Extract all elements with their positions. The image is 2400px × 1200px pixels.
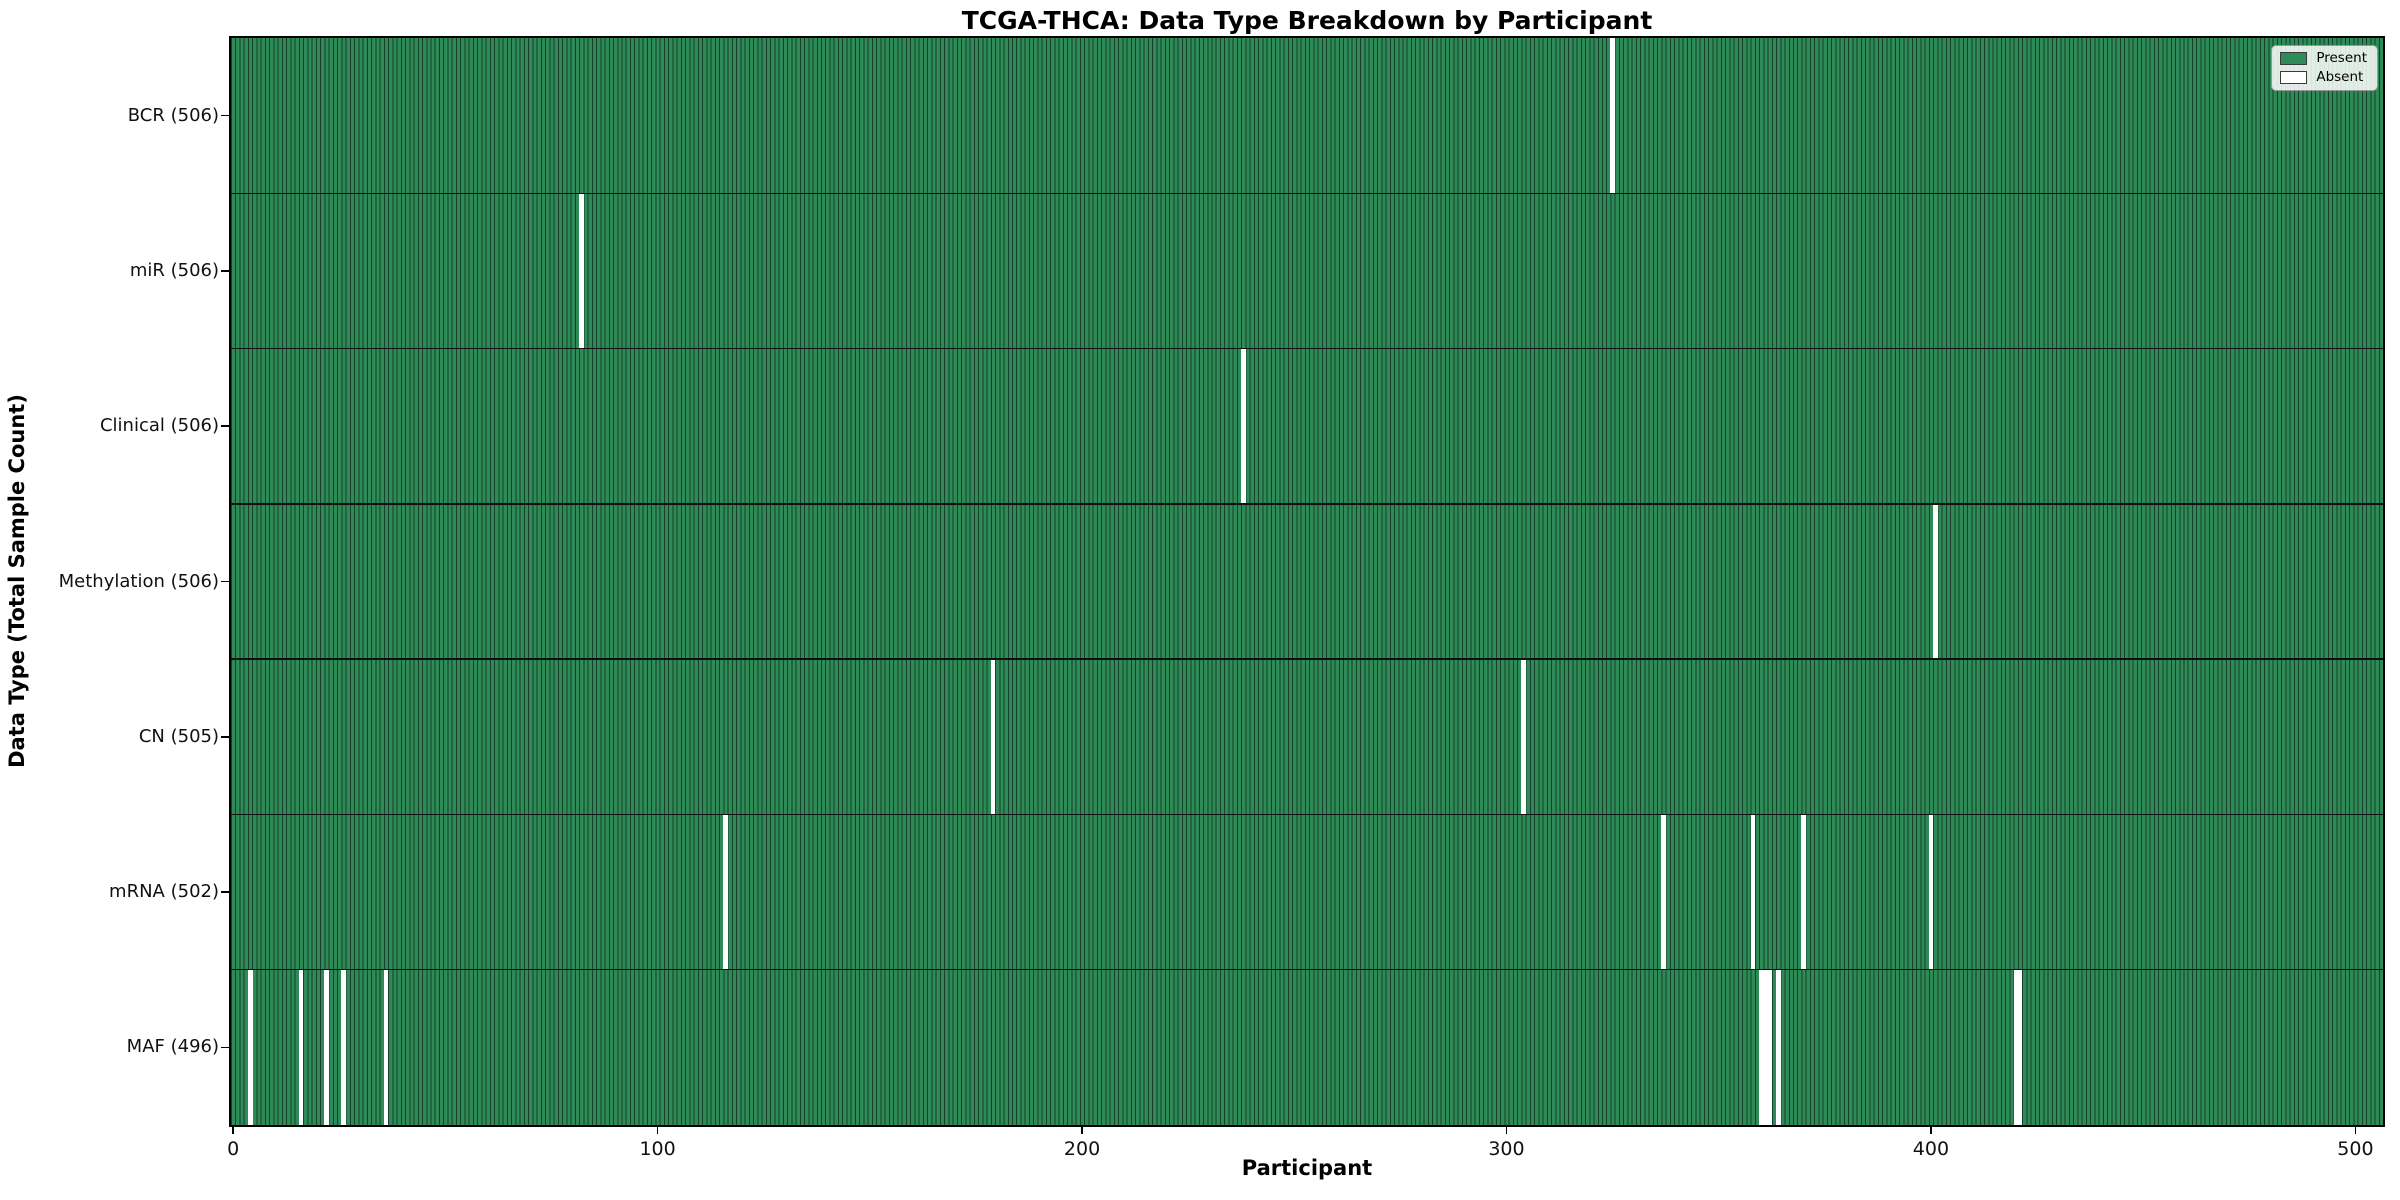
plot-area: Present Absent xyxy=(231,38,2383,1125)
x-tick-mark-400 xyxy=(1930,1127,1932,1134)
absent-gap-mir-82 xyxy=(579,193,584,349)
absent-gap-maf-36 xyxy=(383,969,389,1125)
absent-gap-maf-420 xyxy=(2013,969,2019,1125)
y-tick-label-bcr: BCR (506) xyxy=(127,104,219,126)
absent-gap-mrna-400 xyxy=(1928,814,1934,970)
y-tick-mark xyxy=(221,114,229,117)
y-tick-mark xyxy=(221,891,229,893)
absent-gap-clinical-238 xyxy=(1241,348,1246,504)
x-tick-label-200: 200 xyxy=(1063,1138,1101,1160)
row-methylation-bars xyxy=(231,503,2383,660)
y-tick-mark xyxy=(221,580,229,583)
absent-gap-methylation-401 xyxy=(1933,503,1938,660)
row-maf-bars xyxy=(231,969,2383,1125)
y-tick-label-methylation: Methylation (506) xyxy=(58,570,219,592)
absent-gap-maf-362 xyxy=(1767,969,1773,1125)
legend-swatch-present xyxy=(2280,52,2308,66)
absent-gap-maf-360 xyxy=(1759,969,1764,1125)
absent-gap-maf-364 xyxy=(1776,969,1781,1125)
chart-title: TCGA-THCA: Data Type Breakdown by Partic… xyxy=(961,6,1653,35)
x-tick-label-100: 100 xyxy=(639,1138,676,1160)
y-tick-mark xyxy=(221,1046,229,1049)
row-separator xyxy=(231,658,2383,660)
legend-label-present: Present xyxy=(2316,50,2367,66)
row-separator xyxy=(231,347,2383,350)
legend-entry-absent: Absent xyxy=(2280,68,2367,85)
row-separator xyxy=(231,968,2383,971)
absent-gap-cn-179 xyxy=(990,659,996,815)
x-tick-mark-200 xyxy=(1081,1127,1083,1134)
absent-gap-maf-4 xyxy=(247,969,253,1125)
absent-gap-maf-16 xyxy=(298,969,304,1125)
absent-gap-maf-26 xyxy=(341,969,346,1125)
legend-label-absent: Absent xyxy=(2316,68,2364,85)
legend-entry-present: Present xyxy=(2280,50,2367,66)
row-cn-bars xyxy=(231,659,2383,815)
row-separator xyxy=(231,503,2383,505)
absent-gap-maf-22 xyxy=(324,969,329,1125)
row-separator xyxy=(231,813,2383,816)
y-tick-mark xyxy=(221,736,229,738)
y-tick-label-mir: miR (506) xyxy=(129,259,219,281)
x-tick-label-500: 500 xyxy=(2337,1138,2374,1160)
y-tick-mark xyxy=(221,425,229,427)
row-clinical-bars xyxy=(231,348,2383,504)
y-tick-label-mrna: mRNA (502) xyxy=(109,881,219,903)
absent-gap-mrna-337 xyxy=(1661,814,1666,970)
x-tick-label-0: 0 xyxy=(227,1138,240,1160)
absent-gap-maf-361 xyxy=(1763,969,1768,1125)
legend-swatch-absent xyxy=(2280,70,2308,84)
x-axis-label: Participant xyxy=(1241,1156,1373,1180)
row-separator xyxy=(231,192,2383,195)
absent-gap-mrna-358 xyxy=(1750,814,1756,970)
y-tick-label-maf: MAF (496) xyxy=(126,1036,219,1058)
absent-gap-maf-421 xyxy=(2017,969,2023,1125)
row-mrna-bars xyxy=(231,814,2383,970)
legend: Present Absent xyxy=(2271,45,2378,91)
row-bcr-bars xyxy=(231,38,2383,194)
absent-gap-mrna-116 xyxy=(723,814,728,970)
x-tick-mark-100 xyxy=(656,1127,659,1134)
x-tick-label-300: 300 xyxy=(1488,1138,1525,1160)
x-tick-mark-300 xyxy=(1505,1127,1508,1134)
absent-gap-bcr-325 xyxy=(1610,38,1616,194)
absent-gap-mrna-370 xyxy=(1801,814,1807,970)
row-mir-bars xyxy=(231,193,2383,349)
y-tick-label-cn: CN (505) xyxy=(138,725,219,747)
x-tick-label-400: 400 xyxy=(1912,1138,1950,1160)
x-tick-mark-0 xyxy=(232,1127,234,1134)
absent-gap-cn-304 xyxy=(1521,659,1526,815)
x-tick-mark-500 xyxy=(2354,1127,2357,1134)
y-tick-label-clinical: Clinical (506) xyxy=(99,415,219,437)
y-tick-mark xyxy=(221,270,229,272)
